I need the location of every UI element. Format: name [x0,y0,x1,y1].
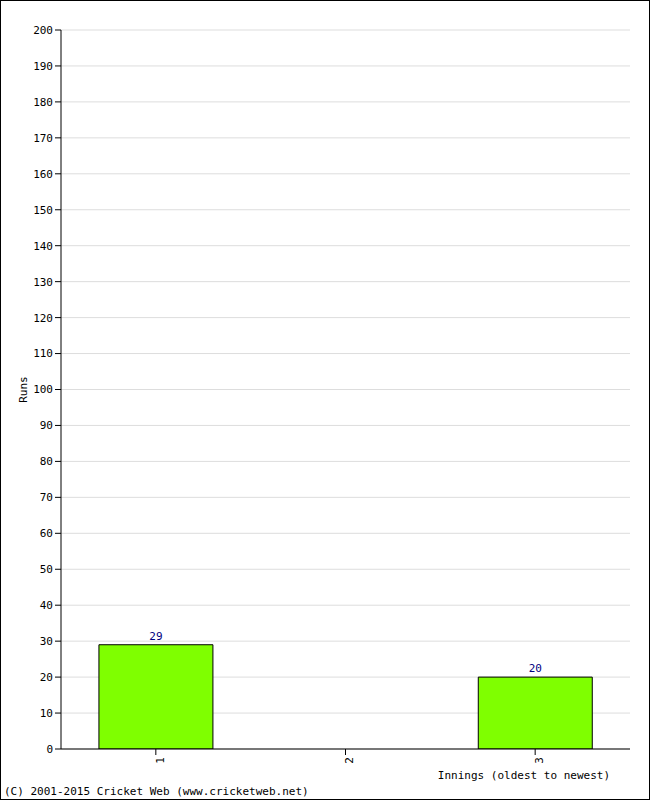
svg-text:150: 150 [33,204,53,217]
html-text:(C) 2001-2015 Cricket Web (www: (C) 2001-2015 Cricket Web (www.cricketwe… [4,785,309,798]
svg-text:180: 180 [33,96,53,109]
svg-text:3: 3 [533,757,546,764]
svg-text:40: 40 [40,599,53,612]
svg-text:200: 200 [33,24,53,37]
svg-text:160: 160 [33,168,53,181]
svg-text:70: 70 [40,491,53,504]
svg-text:110: 110 [33,347,53,360]
svg-text:80: 80 [40,455,53,468]
svg-text:20: 20 [529,662,542,675]
svg-text:10: 10 [40,707,53,720]
svg-text:Runs: Runs [17,376,30,403]
svg-text:190: 190 [33,60,53,73]
svg-text:130: 130 [33,276,53,289]
svg-text:29: 29 [149,630,162,643]
svg-text:90: 90 [40,419,53,432]
svg-text:100: 100 [33,383,53,396]
svg-text:20: 20 [40,671,53,684]
svg-text:120: 120 [33,312,53,325]
svg-text:Innings (oldest to newest): Innings (oldest to newest) [438,769,610,782]
svg-text:50: 50 [40,563,53,576]
svg-text:0: 0 [46,743,53,756]
svg-text:170: 170 [33,132,53,145]
svg-text:140: 140 [33,240,53,253]
svg-text:2: 2 [343,757,356,764]
svg-text:30: 30 [40,635,53,648]
svg-text:1: 1 [154,757,167,764]
svg-text:60: 60 [40,527,53,540]
